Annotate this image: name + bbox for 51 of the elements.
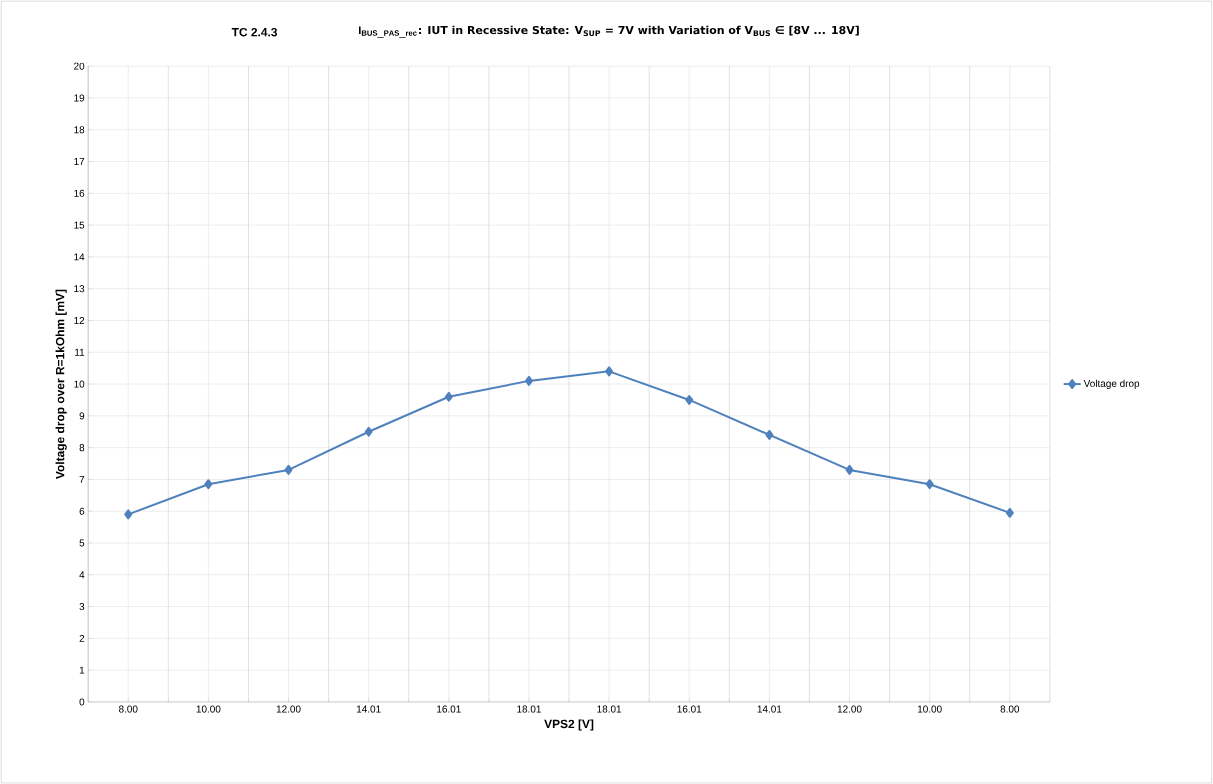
- y-tick-label: 1: [79, 666, 85, 674]
- y-tick-label: 5: [79, 539, 85, 547]
- point: [1005, 507, 1014, 518]
- y-tick-label: 10: [74, 380, 85, 388]
- y-tick-label: 19: [74, 94, 85, 102]
- x-tick-label: 18.01: [517, 705, 541, 713]
- text: $\mathbf{I_{BUS\_PAS\_rec}}$: [359, 26, 417, 38]
- y-tick-label: 7: [79, 475, 85, 483]
- x-tick-label: 8.00: [118, 705, 138, 713]
- x-tick-label: 14.01: [757, 705, 782, 713]
- y-tick-label: 16: [74, 189, 85, 197]
- point: [524, 375, 533, 386]
- y-tick-label: 15: [74, 221, 85, 229]
- point: [845, 464, 854, 475]
- x-tick-label: 12.00: [276, 705, 301, 713]
- point: [765, 429, 774, 440]
- chart-subtitle: : IUT in Recessive State: V$_{SUP}$ = 7V with Variation of V$_{BUS}$ ∈ [8V ... 18V]: [419, 25, 859, 37]
- x-tick-label: 16.01: [677, 705, 702, 713]
- x-tick-label: 10.00: [196, 705, 221, 713]
- point: [685, 394, 694, 405]
- y-tick-label: 9: [79, 412, 85, 420]
- point: [925, 479, 934, 490]
- y-tick-label: 17: [74, 158, 85, 165]
- x-tick-label: 10.00: [917, 705, 942, 713]
- y-tick-label: 20: [74, 62, 85, 70]
- x-tick-label: 14.01: [356, 705, 381, 713]
- y-tick-label: 12: [74, 316, 85, 324]
- point: [444, 391, 453, 402]
- y-tick-label: 4: [79, 571, 85, 579]
- x-tick-label: 12.00: [837, 705, 862, 713]
- x-axis-title: VPS2 [V]: [544, 719, 594, 731]
- y-tick-label: 13: [74, 285, 85, 293]
- y-tick-label: 18: [74, 126, 85, 134]
- legend-label: Voltage drop: [1083, 379, 1140, 389]
- y-tick-label: 8: [79, 444, 85, 452]
- y-tick-label: 6: [79, 507, 85, 515]
- point: [364, 426, 373, 437]
- y-tick-label: 14: [74, 253, 85, 261]
- point: [124, 509, 133, 520]
- point: [284, 464, 293, 475]
- point: [204, 479, 213, 490]
- x-tick-label: 18.01: [597, 705, 622, 713]
- chart-title: TC 2.4.3: [231, 27, 278, 37]
- x-tick-label: 8.00: [1000, 705, 1020, 713]
- y-tick-label: 11: [75, 348, 85, 356]
- y-tick-label: 2: [79, 634, 85, 642]
- y-tick-label: 3: [79, 603, 85, 611]
- x-tick-label: 16.01: [437, 705, 461, 713]
- y-tick-label: 0: [79, 698, 85, 706]
- point: [605, 366, 614, 377]
- y-axis-title: Voltage drop over R=1kOhm [mV]: [55, 289, 67, 479]
